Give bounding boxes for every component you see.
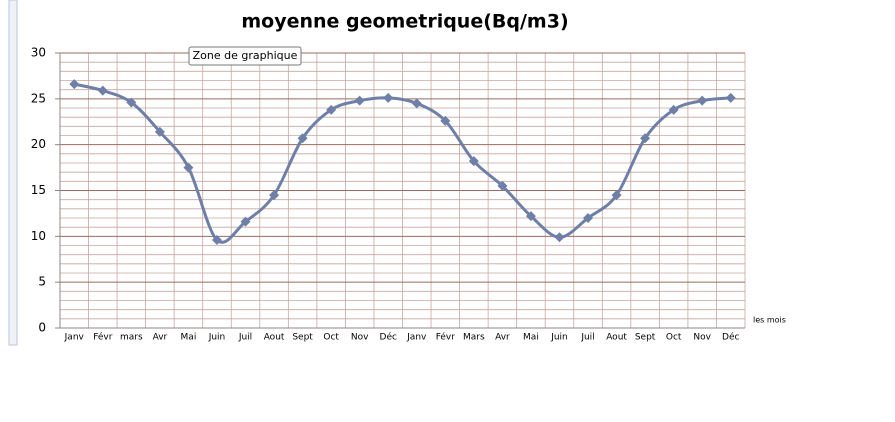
marker — [211, 235, 222, 245]
x-tick-label: Aout — [264, 333, 285, 343]
marker — [554, 232, 565, 243]
marker — [240, 216, 251, 227]
marker — [411, 98, 422, 109]
marker — [497, 180, 508, 191]
x-tick-label: Mai — [523, 333, 539, 343]
x-tick-label: Janv — [64, 333, 85, 343]
marker — [440, 115, 451, 126]
plot-area: 0 5 10 15 20 25 30 Janv Févr mars Avr Mai Juin Juil Ao… — [31, 46, 746, 343]
y-tick-label: 30 — [31, 46, 46, 60]
marker — [697, 95, 708, 106]
marker — [269, 190, 280, 201]
x-tick-label: Sept — [292, 333, 313, 343]
y-tick-label: 15 — [31, 183, 46, 197]
marker — [525, 211, 536, 222]
x-tick-label: Oct — [323, 333, 339, 343]
marker — [354, 95, 365, 106]
marker — [69, 79, 80, 90]
x-tick-label: Déc — [380, 332, 397, 343]
marker — [297, 133, 308, 144]
x-tick-label: Mars — [463, 333, 485, 343]
marker — [725, 92, 736, 103]
y-tick-label: 5 — [38, 275, 46, 289]
marker — [383, 92, 394, 103]
x-tick-label: Sept — [635, 333, 656, 343]
x-tick-label: Nov — [693, 333, 711, 343]
marker — [326, 104, 337, 115]
x-tick-label: Aout — [606, 333, 627, 343]
x-tick-label: Nov — [351, 333, 369, 343]
x-tick-label: Juin — [550, 333, 568, 343]
x-axis-label: les mois — [753, 316, 786, 325]
y-tick-label: 25 — [31, 91, 46, 105]
marker — [611, 190, 622, 201]
x-tick-label: Avr — [495, 333, 510, 343]
tooltip: Zone de graphique — [188, 46, 302, 66]
x-tick-label: Juin — [208, 333, 226, 343]
tooltip-box — [188, 46, 302, 66]
marker — [583, 213, 594, 223]
y-tick-label: 10 — [31, 229, 46, 243]
marker — [183, 162, 194, 173]
x-tick-label: Déc — [722, 332, 739, 343]
x-tick-label: Oct — [666, 333, 682, 343]
side-bar — [8, 0, 18, 346]
marker — [640, 133, 651, 144]
x-tick-label: Févr — [93, 332, 113, 343]
tooltip-text: Zone de graphique — [193, 49, 298, 62]
y-tick-label: 0 — [38, 321, 46, 335]
x-tick-label: Juil — [580, 333, 594, 343]
marker — [126, 97, 137, 108]
x-tick-label: Avr — [153, 333, 168, 343]
x-tick-label: Févr — [436, 332, 456, 343]
marker — [97, 85, 108, 96]
marker — [468, 156, 479, 167]
x-tick-label: Juil — [238, 333, 252, 343]
y-tick-label: 20 — [31, 137, 46, 151]
x-tick-label: Janv — [406, 333, 427, 343]
marker — [668, 104, 679, 115]
x-tick-label: mars — [120, 333, 143, 343]
marker — [154, 126, 165, 137]
x-tick-label: Mai — [181, 333, 197, 343]
chart-title: moyenne geometrique(Bq/m3) — [241, 11, 568, 33]
